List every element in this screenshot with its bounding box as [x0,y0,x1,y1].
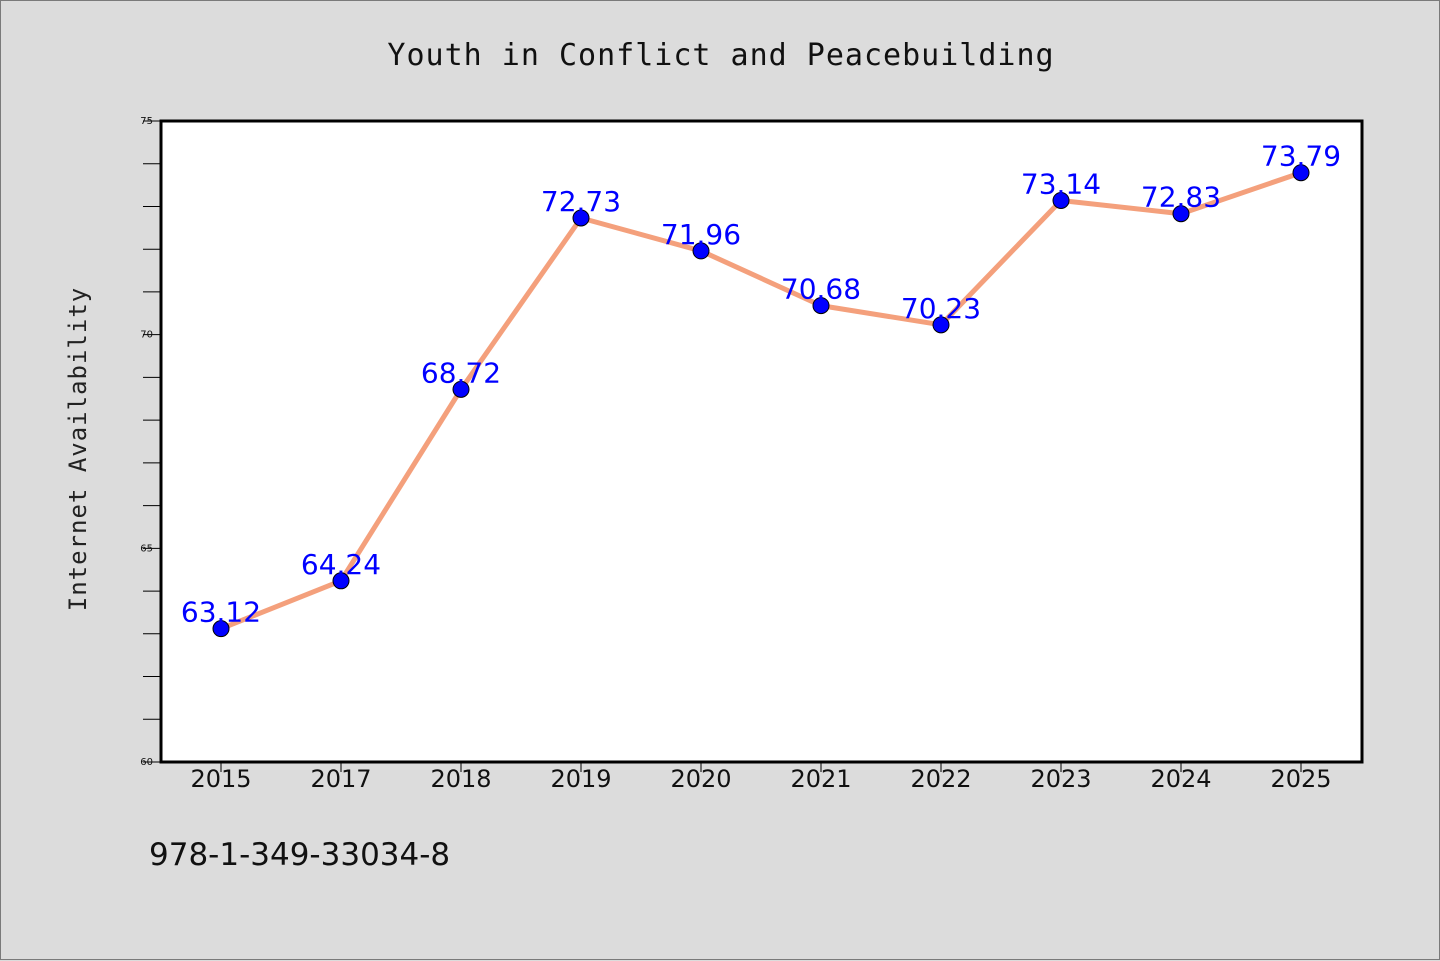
y-tick-label: 60 [140,757,153,768]
x-tick-label: 2021 [790,765,851,793]
data-point [332,572,350,590]
x-tick-label: 2023 [1030,765,1091,793]
data-label: 73.14 [1021,167,1101,200]
x-tick-label: 2025 [1270,765,1331,793]
x-tick-label: 2018 [430,765,491,793]
y-tick-label: 75 [140,116,153,127]
data-label: 72.83 [1141,181,1221,214]
x-tick-label: 2022 [910,765,971,793]
series-group [212,164,1310,638]
data-point [692,242,710,260]
data-point [572,209,590,227]
data-label: 70.23 [901,292,981,325]
data-label: 68.72 [421,356,501,389]
x-tick-label: 2017 [310,765,371,793]
data-label: 63.12 [181,596,261,629]
data-point [932,316,950,334]
y-tick-label: 65 [140,543,153,554]
data-point [812,297,830,315]
data-point [452,380,470,398]
data-label: 70.68 [781,273,861,306]
y-tick-label: 70 [140,330,153,341]
data-label: 72.73 [541,185,621,218]
x-tick-label: 2019 [550,765,611,793]
x-tick-label: 2024 [1150,765,1211,793]
data-point [1292,164,1310,182]
data-point [1172,205,1190,223]
y-axis-ticks: 60 65 70 75 [140,116,161,768]
x-tick-label: 2015 [190,765,251,793]
x-axis-ticks: 2015 2017 2018 2019 2020 2021 2022 2023 2024 2025 [190,762,1332,793]
data-point [212,620,230,638]
data-label: 71.96 [661,218,741,251]
x-tick-label: 2020 [670,765,731,793]
data-labels: 63.12 64.24 68.72 72.73 71.96 70.68 70.23 73.14… [181,140,1341,629]
isbn-text: 978-1-349-33034-8 [149,837,450,873]
data-label: 64.24 [301,548,381,581]
chart-title: Youth in Conflict and Peacebuilding [387,38,1054,73]
data-point [1052,191,1070,209]
data-label: 73.79 [1261,140,1341,173]
y-axis-label: Internet Availability [64,287,92,611]
series-line [218,170,1304,632]
plot-area [159,119,1364,764]
